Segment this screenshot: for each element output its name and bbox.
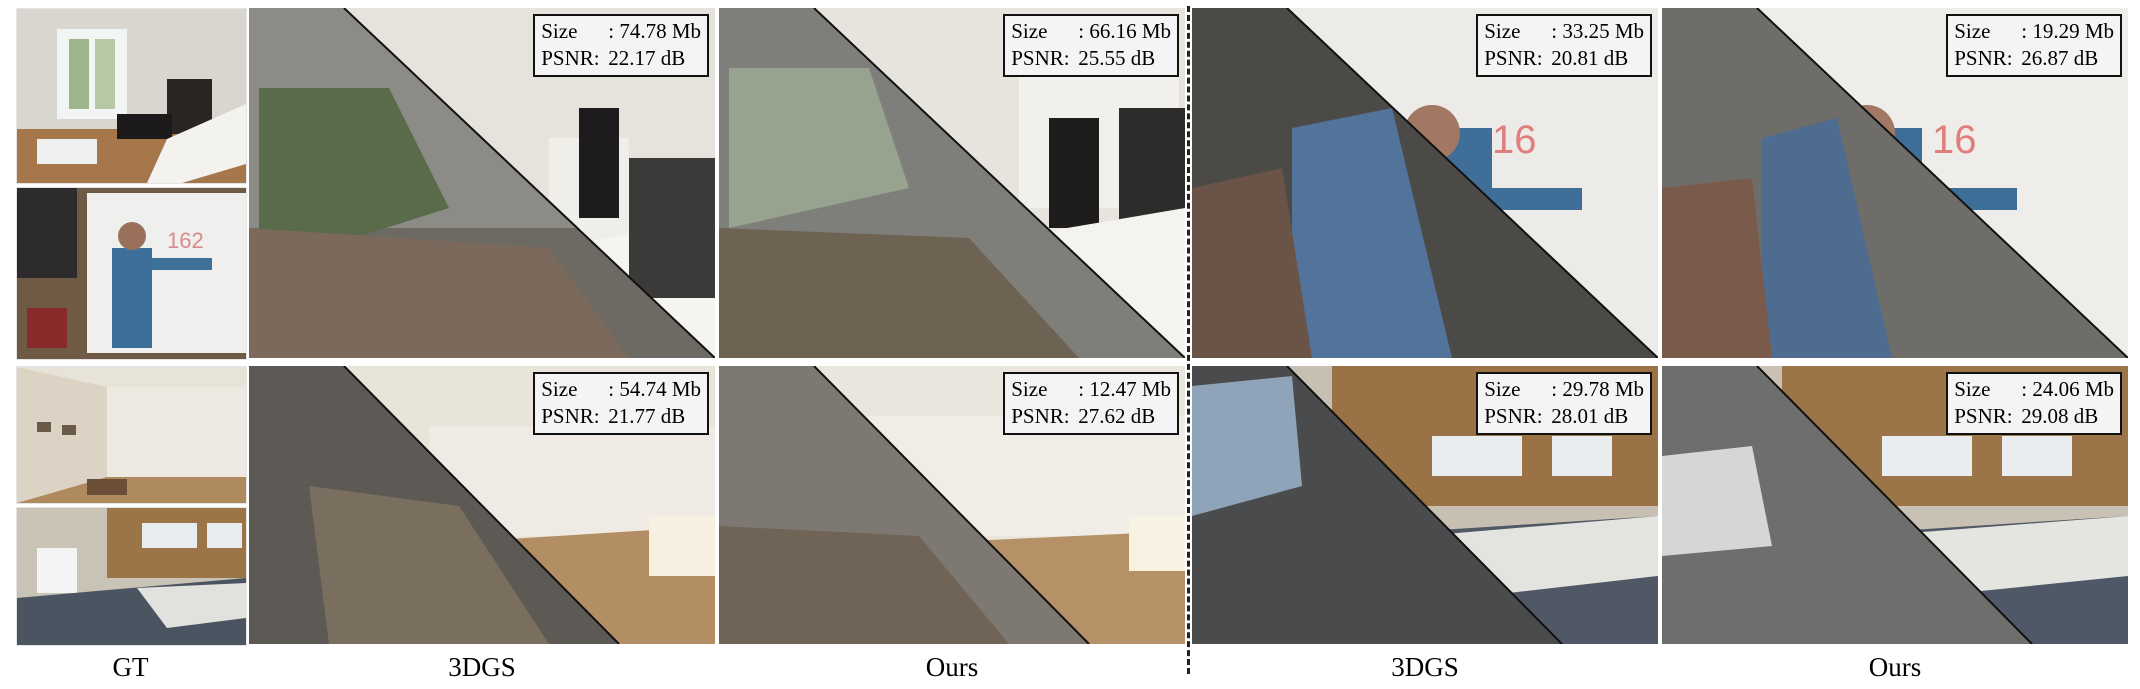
panel-bottom-left-ours: Size : 12.47 Mb PSNR: 27.62 dB — [719, 366, 1185, 644]
group-divider — [1187, 6, 1190, 674]
size-label: Size — [1484, 19, 1521, 43]
size-label: Size — [1954, 377, 1991, 401]
panel-bottom-left-3dgs: Size : 54.74 Mb PSNR: 21.77 dB — [249, 366, 715, 644]
psnr-value: 26.87 dB — [2021, 46, 2099, 70]
gt-thumb-empty-room — [16, 366, 247, 504]
metric-box: Size : 66.16 Mb PSNR: 25.55 dB — [1003, 14, 1179, 77]
metric-box: Size : 12.47 Mb PSNR: 27.62 dB — [1003, 372, 1179, 435]
svg-text:16: 16 — [1932, 118, 1977, 162]
panel-top-left-3dgs: Size : 74.78 Mb PSNR: 22.17 dB — [249, 8, 715, 358]
panel-bottom-right-3dgs: Size : 29.78 Mb PSNR: 28.01 dB — [1192, 366, 1658, 644]
panel-top-left-ours: Size : 66.16 Mb PSNR: 25.55 dB — [719, 8, 1185, 358]
size-label: Size — [541, 377, 578, 401]
psnr-value: 28.01 dB — [1551, 404, 1629, 428]
metric-box: Size : 74.78 Mb PSNR: 22.17 dB — [533, 14, 709, 77]
psnr-label: PSNR: — [1954, 404, 2013, 428]
caption-left-ours: Ours — [925, 652, 979, 682]
size-value: : 24.06 Mb — [2021, 377, 2114, 401]
caption-gt: GT — [112, 652, 149, 682]
psnr-value: 29.08 dB — [2021, 404, 2099, 428]
panel-bottom-right-ours: Size : 24.06 Mb PSNR: 29.08 dB — [1662, 366, 2128, 644]
psnr-label: PSNR: — [541, 46, 600, 70]
size-label: Size — [1954, 19, 1991, 43]
psnr-label: PSNR: — [1484, 46, 1543, 70]
psnr-label: PSNR: — [1484, 404, 1543, 428]
psnr-label: PSNR: — [1954, 46, 2013, 70]
caption-right-ours: Ours — [1868, 652, 1922, 682]
caption-right-3dgs: 3DGS — [1391, 652, 1459, 682]
size-value: : 74.78 Mb — [608, 19, 701, 43]
psnr-label: PSNR: — [541, 404, 600, 428]
psnr-value: 27.62 dB — [1078, 404, 1156, 428]
size-value: : 54.74 Mb — [608, 377, 701, 401]
psnr-label: PSNR: — [1011, 404, 1070, 428]
metric-box: Size : 24.06 Mb PSNR: 29.08 dB — [1946, 372, 2122, 435]
panel-top-right-3dgs: 16 Size : 33.25 Mb PSNR: 20.81 dB — [1192, 8, 1658, 358]
size-value: : 29.78 Mb — [1551, 377, 1644, 401]
gt-thumb-office — [16, 507, 247, 646]
size-value: : 19.29 Mb — [2021, 19, 2114, 43]
psnr-label: PSNR: — [1011, 46, 1070, 70]
psnr-value: 21.77 dB — [608, 404, 686, 428]
size-label: Size — [1011, 19, 1048, 43]
gt-thumb-whiteboard: 162 — [16, 187, 247, 360]
metric-box: Size : 54.74 Mb PSNR: 21.77 dB — [533, 372, 709, 435]
psnr-value: 20.81 dB — [1551, 46, 1629, 70]
psnr-value: 22.17 dB — [608, 46, 686, 70]
svg-text:162: 162 — [167, 228, 204, 253]
metric-box: Size : 19.29 Mb PSNR: 26.87 dB — [1946, 14, 2122, 77]
caption-left-3dgs: 3DGS — [448, 652, 516, 682]
size-value: : 33.25 Mb — [1551, 19, 1644, 43]
gt-thumb-living-room — [16, 8, 247, 184]
size-label: Size — [1011, 377, 1048, 401]
size-value: : 66.16 Mb — [1078, 19, 1171, 43]
size-label: Size — [1484, 377, 1521, 401]
size-label: Size — [541, 19, 578, 43]
psnr-value: 25.55 dB — [1078, 46, 1156, 70]
panel-top-right-ours: 16 Size : 19.29 Mb PSNR: 26.87 dB — [1662, 8, 2128, 358]
metric-box: Size : 33.25 Mb PSNR: 20.81 dB — [1476, 14, 1652, 77]
metric-box: Size : 29.78 Mb PSNR: 28.01 dB — [1476, 372, 1652, 435]
size-value: : 12.47 Mb — [1078, 377, 1171, 401]
svg-text:16: 16 — [1492, 118, 1537, 162]
